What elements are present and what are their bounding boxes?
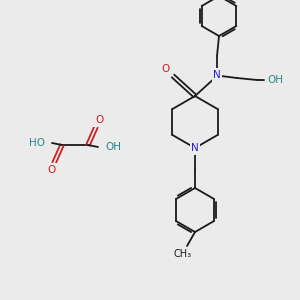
Text: O: O [47,165,55,175]
Text: CH₃: CH₃ [174,249,192,259]
Text: N: N [213,70,221,80]
Text: N: N [191,143,199,153]
Text: HO: HO [29,138,45,148]
Text: O: O [95,115,103,125]
Text: OH: OH [105,142,121,152]
Text: O: O [162,64,170,74]
Text: OH: OH [267,75,283,85]
